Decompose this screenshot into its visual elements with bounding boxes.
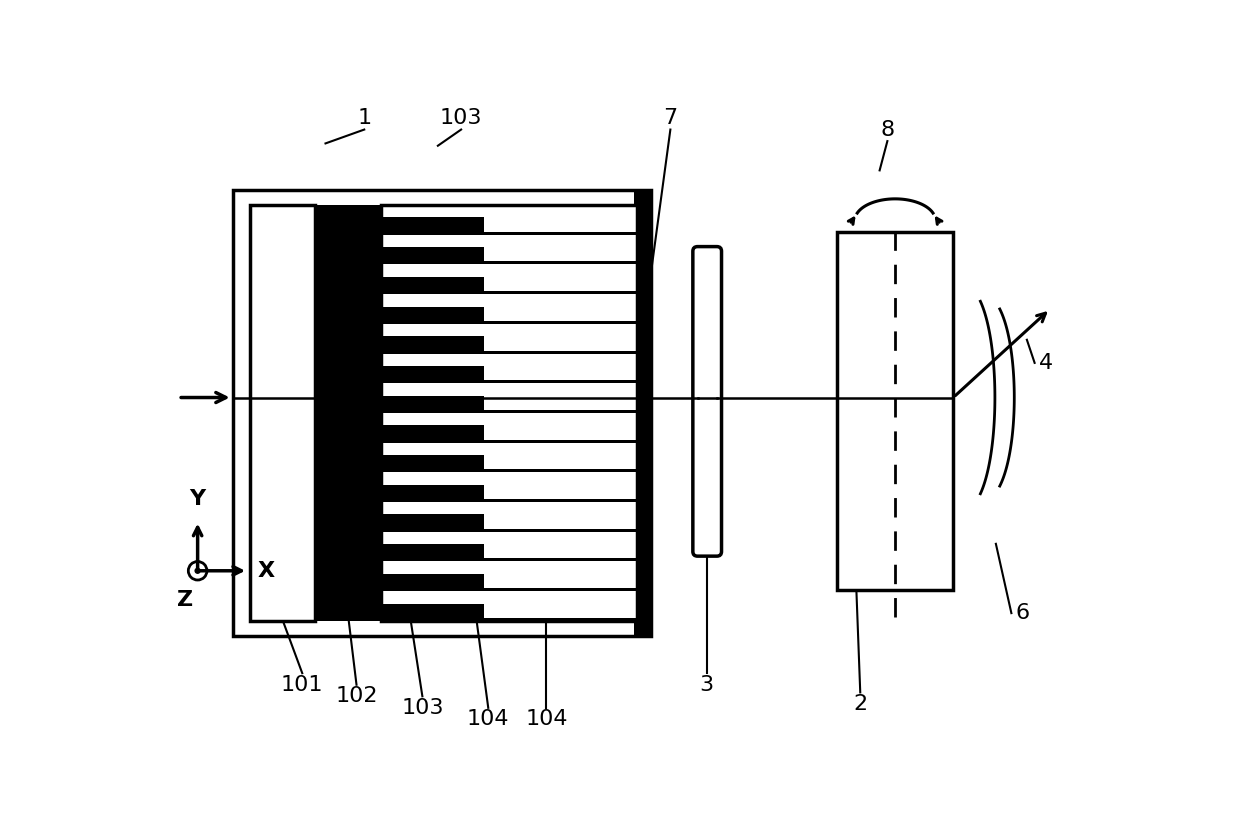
Text: Z: Z bbox=[177, 590, 193, 610]
Text: 2: 2 bbox=[853, 694, 867, 714]
Bar bbox=[484, 559, 637, 561]
Bar bbox=[381, 425, 484, 443]
Bar bbox=[381, 307, 484, 323]
Bar bbox=[381, 574, 484, 591]
Bar bbox=[484, 410, 637, 413]
Bar bbox=[381, 366, 484, 384]
Bar bbox=[381, 277, 484, 294]
Bar bbox=[381, 205, 637, 621]
Text: 104: 104 bbox=[467, 709, 510, 729]
Text: 8: 8 bbox=[880, 119, 894, 140]
Bar bbox=[233, 189, 651, 636]
Text: 7: 7 bbox=[663, 108, 677, 128]
Text: 103: 103 bbox=[440, 108, 482, 128]
Text: 104: 104 bbox=[525, 709, 568, 729]
Bar bbox=[484, 351, 637, 354]
Bar bbox=[249, 205, 315, 621]
Bar bbox=[381, 337, 484, 354]
Bar bbox=[634, 189, 651, 636]
Text: 103: 103 bbox=[401, 698, 444, 718]
Bar bbox=[315, 205, 381, 621]
Text: 6: 6 bbox=[1016, 603, 1029, 623]
Bar bbox=[484, 528, 637, 532]
Text: 1: 1 bbox=[357, 108, 371, 128]
Text: 102: 102 bbox=[335, 686, 378, 706]
Text: Y: Y bbox=[190, 489, 206, 509]
Bar bbox=[381, 455, 484, 472]
FancyBboxPatch shape bbox=[693, 247, 722, 556]
Circle shape bbox=[195, 569, 200, 574]
Bar bbox=[381, 603, 484, 621]
Bar bbox=[484, 262, 637, 264]
Bar bbox=[484, 469, 637, 472]
Bar bbox=[484, 380, 637, 384]
Bar bbox=[381, 205, 637, 621]
Bar bbox=[381, 544, 484, 561]
Bar bbox=[484, 439, 637, 443]
Text: 101: 101 bbox=[281, 675, 324, 695]
Bar bbox=[484, 618, 637, 621]
Bar bbox=[484, 321, 637, 323]
Bar bbox=[484, 588, 637, 591]
Bar bbox=[484, 291, 637, 294]
Bar bbox=[381, 217, 484, 235]
Bar bbox=[484, 499, 637, 502]
Bar bbox=[381, 514, 484, 532]
Bar bbox=[381, 396, 484, 413]
Text: 4: 4 bbox=[1039, 353, 1053, 373]
Bar bbox=[381, 485, 484, 502]
Bar bbox=[484, 232, 637, 235]
Bar bbox=[837, 232, 954, 590]
Text: X: X bbox=[258, 560, 275, 581]
Bar bbox=[381, 247, 484, 264]
Text: 3: 3 bbox=[699, 675, 714, 695]
